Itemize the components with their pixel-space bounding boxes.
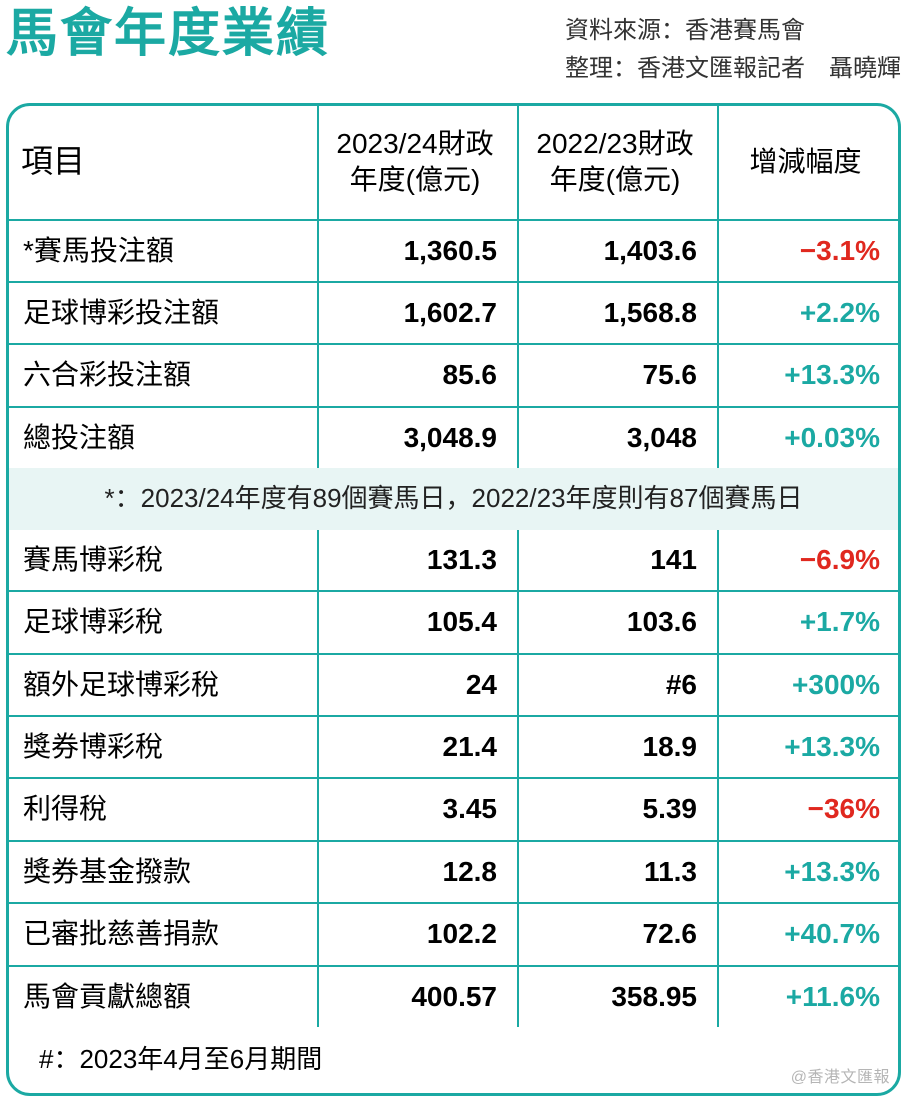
cell-item: 利得稅 [9, 778, 318, 840]
cell-item: 總投注額 [9, 407, 318, 468]
table-row: *賽馬投注額1,360.51,403.6−3.1% [9, 220, 898, 282]
note-hash-row: #：2023年4月至6月期間 [9, 1027, 898, 1093]
cell-change: +300% [718, 654, 898, 716]
cell-fy2223: 72.6 [518, 903, 718, 965]
meta-source-value: 香港賽馬會 [685, 17, 805, 44]
cell-fy2223: 1,403.6 [518, 220, 718, 282]
table-row: 額外足球博彩稅24#6+300% [9, 654, 898, 716]
cell-change: +0.03% [718, 407, 898, 468]
cell-item: 馬會貢獻總額 [9, 966, 318, 1027]
cell-fy2324: 12.8 [318, 841, 518, 903]
cell-item: 足球博彩投注額 [9, 282, 318, 344]
cell-fy2223: 141 [518, 530, 718, 591]
cell-fy2324: 131.3 [318, 530, 518, 591]
cell-fy2324: 85.6 [318, 344, 518, 406]
cell-fy2223: 75.6 [518, 344, 718, 406]
cell-change: −36% [718, 778, 898, 840]
meta-source-label: 資料來源： [565, 17, 685, 44]
cell-fy2223: 103.6 [518, 591, 718, 653]
cell-change: +1.7% [718, 591, 898, 653]
cell-item: 已審批慈善捐款 [9, 903, 318, 965]
cell-fy2324: 21.4 [318, 716, 518, 778]
cell-fy2324: 1,360.5 [318, 220, 518, 282]
cell-change: +13.3% [718, 344, 898, 406]
meta-compiled-label: 整理： [565, 55, 637, 82]
cell-fy2324: 1,602.7 [318, 282, 518, 344]
cell-fy2223: 1,568.8 [518, 282, 718, 344]
meta-compiled-value: 香港文匯報記者 聶曉輝 [637, 55, 901, 82]
results-table: 項目 2023/24財政年度(億元) 2022/23財政年度(億元) 增減幅度 … [9, 106, 898, 1093]
note-hash: #：2023年4月至6月期間 [9, 1027, 898, 1093]
cell-fy2324: 3,048.9 [318, 407, 518, 468]
table-row: 利得稅3.455.39−36% [9, 778, 898, 840]
note-star-row: *：2023/24年度有89個賽馬日，2022/23年度則有87個賽馬日 [9, 468, 898, 530]
cell-fy2223: #6 [518, 654, 718, 716]
meta-compiled: 整理：香港文匯報記者 聶曉輝 [565, 50, 901, 88]
cell-fy2324: 3.45 [318, 778, 518, 840]
table-header-row: 項目 2023/24財政年度(億元) 2022/23財政年度(億元) 增減幅度 [9, 106, 898, 220]
watermark-text: @香港文匯報 [791, 1069, 890, 1086]
meta-block: 資料來源：香港賽馬會 整理：香港文匯報記者 聶曉輝 [565, 6, 901, 89]
results-table-container: 項目 2023/24財政年度(億元) 2022/23財政年度(億元) 增減幅度 … [6, 103, 901, 1096]
cell-change: +11.6% [718, 966, 898, 1027]
watermark: @香港文匯報 [791, 1063, 890, 1087]
cell-change: +40.7% [718, 903, 898, 965]
cell-fy2223: 18.9 [518, 716, 718, 778]
note-star: *：2023/24年度有89個賽馬日，2022/23年度則有87個賽馬日 [9, 468, 898, 530]
cell-fy2324: 400.57 [318, 966, 518, 1027]
cell-fy2223: 11.3 [518, 841, 718, 903]
cell-item: 額外足球博彩稅 [9, 654, 318, 716]
table-row: 賽馬博彩稅131.3141−6.9% [9, 530, 898, 591]
col-header-fy2223: 2022/23財政年度(億元) [518, 106, 718, 220]
cell-change: +2.2% [718, 282, 898, 344]
cell-item: *賽馬投注額 [9, 220, 318, 282]
cell-fy2223: 3,048 [518, 407, 718, 468]
cell-change: +13.3% [718, 841, 898, 903]
col-header-change: 增減幅度 [718, 106, 898, 220]
col-header-fy2324: 2023/24財政年度(億元) [318, 106, 518, 220]
cell-item: 六合彩投注額 [9, 344, 318, 406]
table-row: 獎券博彩稅21.418.9+13.3% [9, 716, 898, 778]
table-row: 馬會貢獻總額400.57358.95+11.6% [9, 966, 898, 1027]
cell-item: 獎券基金撥款 [9, 841, 318, 903]
cell-fy2223: 5.39 [518, 778, 718, 840]
page-title: 馬會年度業績 [6, 6, 330, 63]
table-row: 足球博彩稅105.4103.6+1.7% [9, 591, 898, 653]
cell-fy2324: 24 [318, 654, 518, 716]
table-row: 已審批慈善捐款102.272.6+40.7% [9, 903, 898, 965]
cell-fy2223: 358.95 [518, 966, 718, 1027]
col-header-item: 項目 [9, 106, 318, 220]
cell-item: 獎券博彩稅 [9, 716, 318, 778]
table-row: 總投注額3,048.93,048+0.03% [9, 407, 898, 468]
cell-item: 足球博彩稅 [9, 591, 318, 653]
cell-fy2324: 102.2 [318, 903, 518, 965]
cell-change: −3.1% [718, 220, 898, 282]
cell-change: +13.3% [718, 716, 898, 778]
cell-fy2324: 105.4 [318, 591, 518, 653]
table-row: 獎券基金撥款12.811.3+13.3% [9, 841, 898, 903]
table-row: 足球博彩投注額1,602.71,568.8+2.2% [9, 282, 898, 344]
table-row: 六合彩投注額85.675.6+13.3% [9, 344, 898, 406]
cell-change: −6.9% [718, 530, 898, 591]
cell-item: 賽馬博彩稅 [9, 530, 318, 591]
meta-source: 資料來源：香港賽馬會 [565, 12, 901, 50]
